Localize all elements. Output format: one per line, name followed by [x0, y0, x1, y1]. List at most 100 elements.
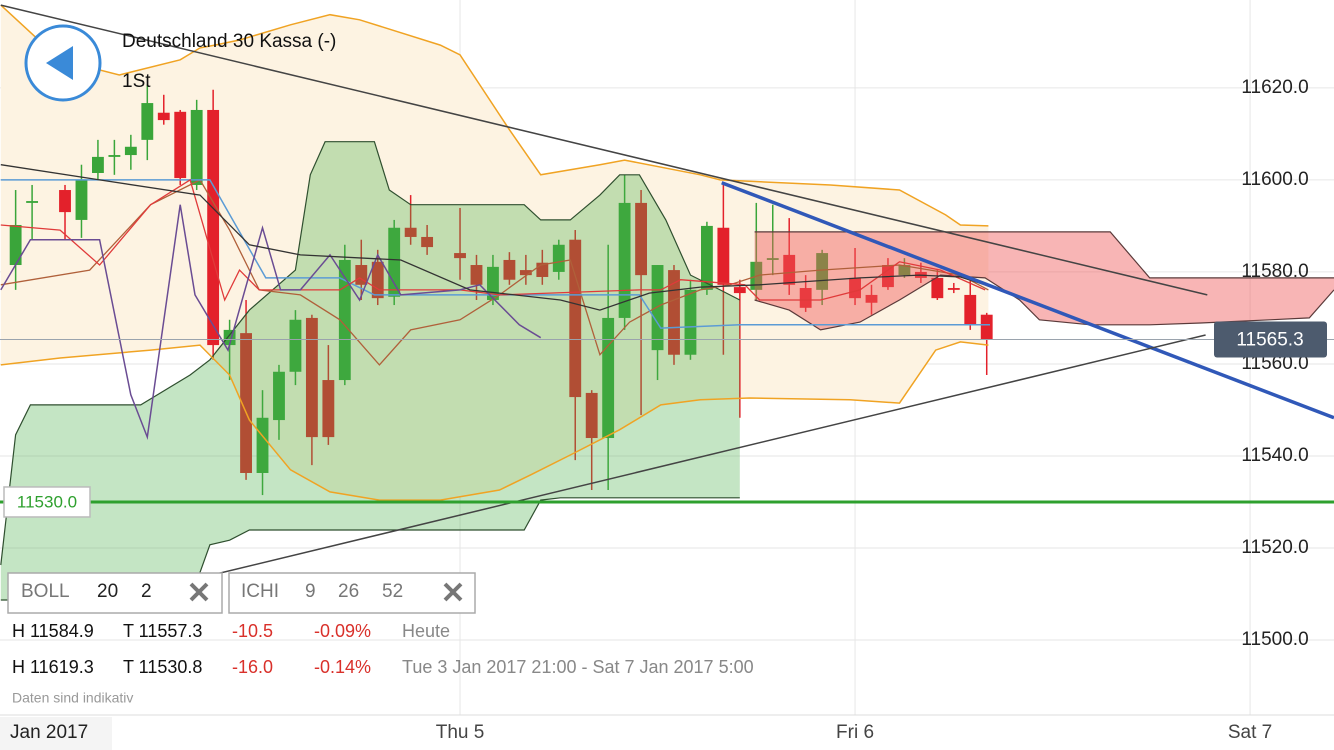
trendline: [0, 4, 1208, 296]
candle-body: [849, 277, 861, 299]
instrument-title: Deutschland 30 Kassa (-): [122, 31, 336, 52]
x-tick-label: Sat 7: [1228, 722, 1272, 743]
indicator-param: 20: [97, 581, 118, 602]
candle-body: [700, 225, 713, 290]
candle-body: [273, 371, 285, 421]
candle-body: [157, 112, 170, 121]
y-tick-label: 11540.0: [1241, 445, 1308, 466]
cloud: [754, 231, 1334, 330]
candle-body: [223, 329, 236, 346]
candle-body: [536, 262, 549, 277]
indicator-line: [0, 179, 989, 366]
candle-body: [635, 202, 648, 276]
remove-indicator[interactable]: [189, 582, 209, 602]
period-label: Jan 2017: [10, 722, 88, 743]
candle-body: [569, 239, 582, 398]
candle-body: [141, 103, 154, 140]
stat-high: H 11619.3: [12, 657, 94, 677]
y-tick-label: 11520.0: [1241, 537, 1308, 558]
candle-body: [799, 288, 812, 308]
cloud-edge: [754, 274, 1334, 331]
candle-body: [108, 155, 121, 157]
candle-body: [602, 317, 615, 439]
cloud-edge: [0, 141, 741, 566]
stat-low: T 11557.3: [123, 621, 202, 641]
candle-body: [404, 227, 417, 237]
candle-body: [503, 259, 516, 280]
candle-body: [519, 270, 532, 276]
candle-body: [322, 380, 335, 438]
candle-body: [980, 314, 993, 340]
candle-body: [585, 392, 598, 439]
candle-body: [717, 227, 730, 285]
candle-body: [9, 224, 22, 266]
candle-body: [240, 333, 252, 473]
disclaimer: Daten sind indikativ: [12, 690, 133, 706]
candle-body: [59, 190, 71, 213]
candle-body: [651, 265, 664, 351]
candle-body: [487, 266, 499, 300]
candle-body: [190, 109, 203, 185]
candle-body: [766, 258, 779, 260]
remove-indicator[interactable]: [443, 582, 463, 602]
x-axis-strip: [0, 715, 1334, 750]
y-tick-label: 11580.0: [1241, 261, 1308, 282]
candle-body: [454, 253, 466, 259]
indicator-box: [7, 572, 223, 614]
candle-body: [783, 254, 796, 285]
indicator-param: 26: [338, 581, 359, 602]
stat-period: Tue 3 Jan 2017 21:00 - Sat 7 Jan 2017 5:…: [402, 657, 754, 677]
stat-period: Heute: [402, 621, 450, 641]
candle-body: [92, 156, 104, 173]
stat-change-pct: -0.14%: [314, 657, 371, 677]
stat-change: -10.5: [232, 621, 273, 641]
candle-body: [816, 253, 829, 290]
cloud: [0, 141, 740, 600]
indicator-param: 2: [141, 581, 152, 602]
candle-body: [865, 294, 878, 303]
candle-body: [470, 265, 483, 285]
y-tick-label: 11620.0: [1241, 77, 1308, 98]
last-price-box: [1214, 321, 1327, 358]
indicator-name: ICHI: [241, 581, 279, 602]
indicator-line: [0, 179, 990, 329]
level-box: [3, 486, 91, 518]
y-tick-label: 11500.0: [1241, 629, 1308, 650]
candle-body: [668, 270, 680, 355]
indicator-line: [0, 164, 986, 311]
candle-body: [26, 201, 39, 203]
candle-body: [733, 287, 746, 294]
stat-high: H 11584.9: [12, 621, 94, 641]
candle-body: [289, 319, 302, 372]
stat-change: -16.0: [232, 657, 273, 677]
stat-change-pct: -0.09%: [314, 621, 371, 641]
indicator-line: [0, 341, 989, 501]
candle-body: [947, 288, 960, 290]
indicator-param: 9: [305, 581, 316, 602]
x-tick-label: Thu 5: [436, 722, 485, 743]
candle-body: [124, 146, 137, 156]
indicator-name: BOLL: [21, 581, 70, 602]
y-tick-label: 11600.0: [1241, 169, 1308, 190]
indicator-line: [0, 204, 542, 441]
candle-body: [388, 227, 401, 297]
period-label-box: [0, 717, 112, 750]
x-tick-label: Fri 6: [836, 722, 874, 743]
candle-body: [421, 236, 434, 248]
candle-body: [305, 317, 318, 438]
back-button[interactable]: [24, 24, 102, 102]
stat-low: T 11530.8: [123, 657, 202, 677]
candle-body: [964, 294, 977, 325]
y-tick-label: 11560.0: [1241, 353, 1308, 374]
indicator-box: [228, 572, 476, 614]
interval-label: 1St: [122, 71, 151, 92]
level-label: 11530.0: [17, 492, 77, 511]
candle-body: [338, 259, 351, 381]
back-arrow[interactable]: [46, 46, 73, 80]
candle-body: [75, 179, 88, 220]
candle-body: [174, 111, 187, 179]
candle-body: [898, 265, 911, 276]
